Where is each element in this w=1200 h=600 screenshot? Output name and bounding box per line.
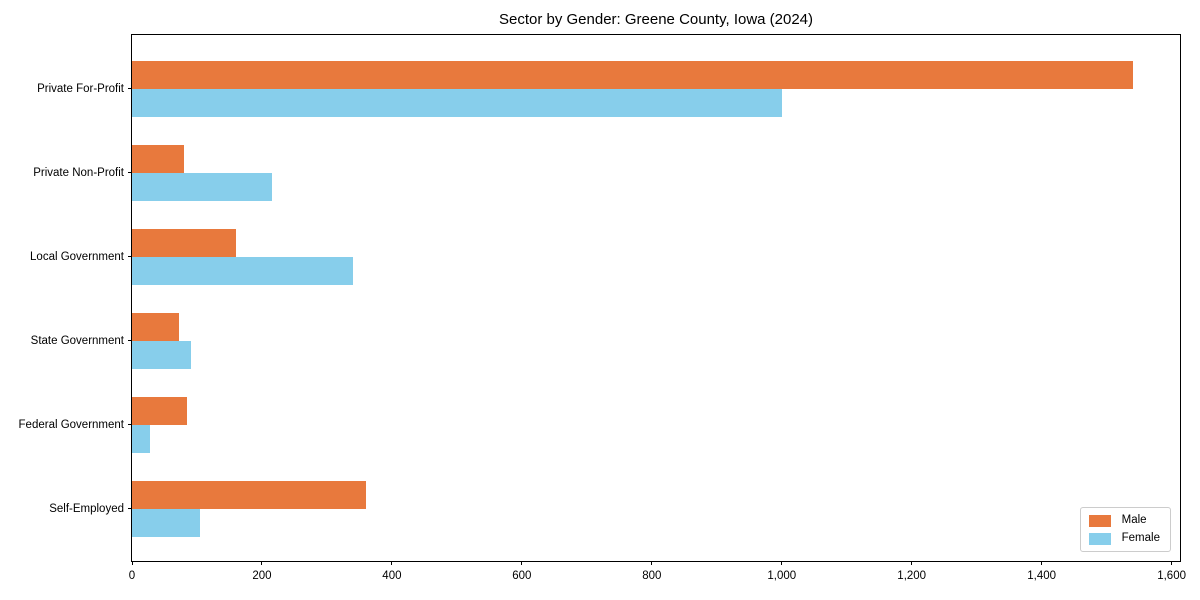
bar-male-4 — [132, 312, 179, 341]
y-tick-mark — [128, 340, 132, 341]
bar-male-2 — [132, 144, 184, 173]
y-tick-mark — [128, 172, 132, 173]
x-axis-tick-label: 400 — [382, 570, 402, 582]
y-axis-label: Local Government — [30, 250, 124, 263]
plot-area: Male Female Private For-Profit Private No… — [19, 34, 1186, 582]
x-tick-mark — [521, 561, 523, 565]
x-tick-mark — [1041, 561, 1043, 565]
legend-entry-male: Male — [1088, 514, 1160, 527]
x-tick-mark — [1171, 561, 1173, 565]
x-axis-tick-label: 1,400 — [1027, 570, 1057, 582]
bar-male-3 — [132, 228, 236, 257]
x-axis-tick-label: 0 — [128, 570, 136, 582]
x-tick-mark — [391, 561, 393, 565]
y-tick-mark — [128, 508, 132, 509]
x-axis-tick-label: 1,000 — [767, 570, 797, 582]
legend-male-label: Male — [1121, 514, 1147, 526]
y-axis-label: State Government — [30, 334, 124, 347]
bar-female-3 — [132, 256, 353, 285]
chart-title: Sector by Gender: Greene County, Iowa (2… — [498, 11, 814, 28]
x-tick-mark — [131, 561, 133, 565]
legend-box: Male Female — [1079, 507, 1171, 552]
bar-female-5 — [132, 424, 151, 453]
x-tick-mark — [781, 561, 783, 565]
y-tick-mark — [128, 256, 132, 257]
legend-female-swatch — [1088, 532, 1111, 545]
legend-entry-female: Female — [1088, 532, 1160, 545]
y-axis-label: Federal Government — [18, 418, 124, 431]
x-tick-mark — [261, 561, 263, 565]
legend-female-label: Female — [1121, 532, 1160, 544]
x-axis-tick-label: 1,600 — [1157, 570, 1186, 582]
bar-female-2 — [132, 172, 272, 201]
y-tick-mark — [128, 88, 132, 89]
y-axis-label: Private For-Profit — [37, 82, 124, 95]
bar-female-4 — [132, 340, 191, 369]
x-axis-tick-label: 800 — [642, 570, 662, 582]
x-axis-tick-label: 600 — [512, 570, 532, 582]
x-axis-tick-label: 1,200 — [897, 570, 927, 582]
bar-male-1 — [132, 60, 1133, 89]
bar-male-6 — [132, 480, 366, 509]
y-tick-mark — [128, 424, 132, 425]
x-tick-mark — [651, 561, 653, 565]
legend-male-swatch — [1088, 514, 1111, 527]
bar-male-5 — [132, 396, 188, 425]
y-axis-label: Self-Employed — [49, 502, 124, 515]
x-axis-tick-label: 200 — [252, 570, 272, 582]
bar-female-1 — [132, 88, 782, 117]
y-axis-label: Private Non-Profit — [33, 166, 124, 179]
x-tick-mark — [911, 561, 913, 565]
bar-female-6 — [132, 508, 201, 537]
